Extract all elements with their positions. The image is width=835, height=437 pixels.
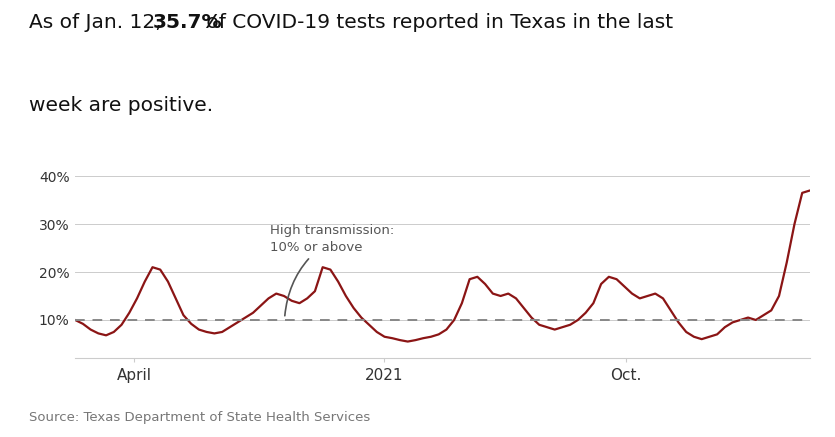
Text: Source: Texas Department of State Health Services: Source: Texas Department of State Health… <box>29 411 371 424</box>
Text: 35.7%: 35.7% <box>153 13 222 32</box>
Text: of COVID-19 tests reported in Texas in the last: of COVID-19 tests reported in Texas in t… <box>200 13 674 32</box>
Text: High transmission:
10% or above: High transmission: 10% or above <box>270 224 394 316</box>
Text: As of Jan. 12,: As of Jan. 12, <box>29 13 169 32</box>
Text: week are positive.: week are positive. <box>29 96 214 115</box>
